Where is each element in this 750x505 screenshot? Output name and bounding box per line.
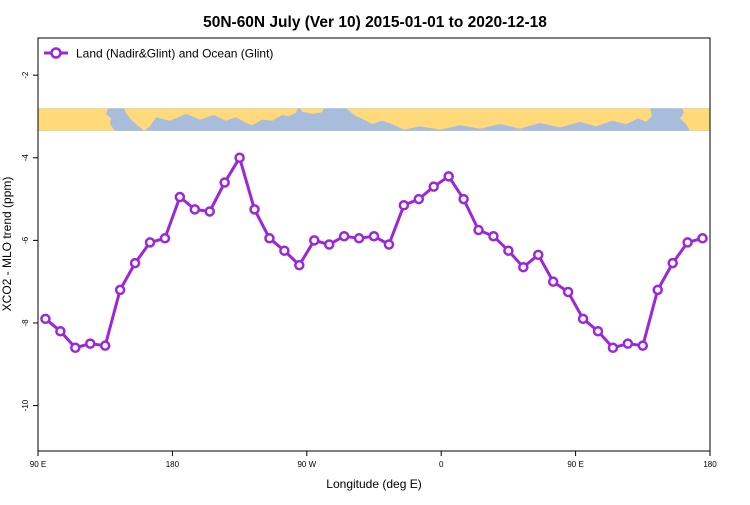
data-point <box>488 230 499 242</box>
data-point <box>637 340 649 351</box>
data-point <box>174 191 186 203</box>
data-point <box>55 325 66 337</box>
data-point <box>607 342 619 353</box>
legend-label: Land (Nadir&Glint) and Ocean (Glint) <box>76 47 273 61</box>
y-axis-label: XCO2 - MLO trend (ppm) <box>0 177 14 312</box>
data-point <box>577 313 589 325</box>
y-tick-label: -6 <box>21 236 30 244</box>
data-point <box>622 338 634 349</box>
data-point <box>279 245 290 256</box>
data-point <box>428 181 439 192</box>
data-point <box>159 233 171 244</box>
x-tick-label: 180 <box>703 460 717 469</box>
data-point <box>547 276 559 287</box>
data-point <box>234 152 245 164</box>
chart-title: 50N-60N July (Ver 10) 2015-01-01 to 2020… <box>203 14 547 31</box>
y-tick-label: -10 <box>21 399 30 411</box>
map-land-shape-2 <box>300 108 324 114</box>
plot-frame <box>37 37 711 452</box>
x-axis-label: Longitude (deg E) <box>326 477 421 491</box>
y-tick-label: -4 <box>21 154 30 162</box>
data-point <box>413 193 425 205</box>
data-point <box>294 259 305 271</box>
y-tick-label: -2 <box>21 71 30 79</box>
data-point <box>652 284 663 296</box>
map-band-land <box>38 108 710 131</box>
x-tick-label: 180 <box>166 460 180 469</box>
data-point <box>70 342 81 353</box>
x-tick-label: 90 E <box>567 460 583 469</box>
data-point <box>204 206 215 217</box>
data-point <box>189 204 201 215</box>
data-point <box>682 237 693 248</box>
data-point <box>368 230 380 242</box>
data-point <box>697 233 708 244</box>
data-point <box>338 230 350 242</box>
data-point <box>129 257 141 269</box>
legend-marker-swatch <box>50 47 62 59</box>
data-point <box>667 257 678 269</box>
data-point <box>473 224 484 236</box>
map-land-shape-0 <box>38 108 115 131</box>
data-point <box>219 177 230 188</box>
series-layer <box>40 152 708 353</box>
data-point <box>398 200 410 211</box>
data-point <box>40 313 51 325</box>
series-line <box>44 156 703 350</box>
data-point <box>503 245 514 256</box>
y-tick-label: -8 <box>21 319 30 327</box>
x-tick-label: 90 E <box>30 460 46 469</box>
data-point <box>458 193 469 205</box>
legend: Land (Nadir&Glint) and Ocean (Glint) <box>44 47 273 61</box>
x-tick-label: 90 W <box>297 460 316 469</box>
data-point <box>533 249 544 261</box>
data-point <box>592 325 604 337</box>
data-point <box>518 261 529 273</box>
data-point <box>323 239 335 250</box>
data-point <box>353 233 365 244</box>
data-point <box>144 237 156 248</box>
map-land-shape-4 <box>680 108 710 131</box>
data-point <box>562 286 574 298</box>
map-land-shape-3 <box>346 108 652 130</box>
data-point <box>99 340 111 351</box>
map-land-shape-1 <box>124 108 298 131</box>
data-point <box>383 239 395 250</box>
data-point <box>114 284 126 296</box>
data-point <box>443 171 454 182</box>
map-band <box>38 108 710 131</box>
data-point <box>249 204 260 215</box>
x-tick-label: 0 <box>439 460 444 469</box>
data-point <box>264 233 275 244</box>
axes: 90 E 180 90 W 0 90 E 180 -2 -4 -6 -8 -10 <box>21 71 717 469</box>
data-point <box>309 235 320 246</box>
data-point <box>85 338 96 349</box>
